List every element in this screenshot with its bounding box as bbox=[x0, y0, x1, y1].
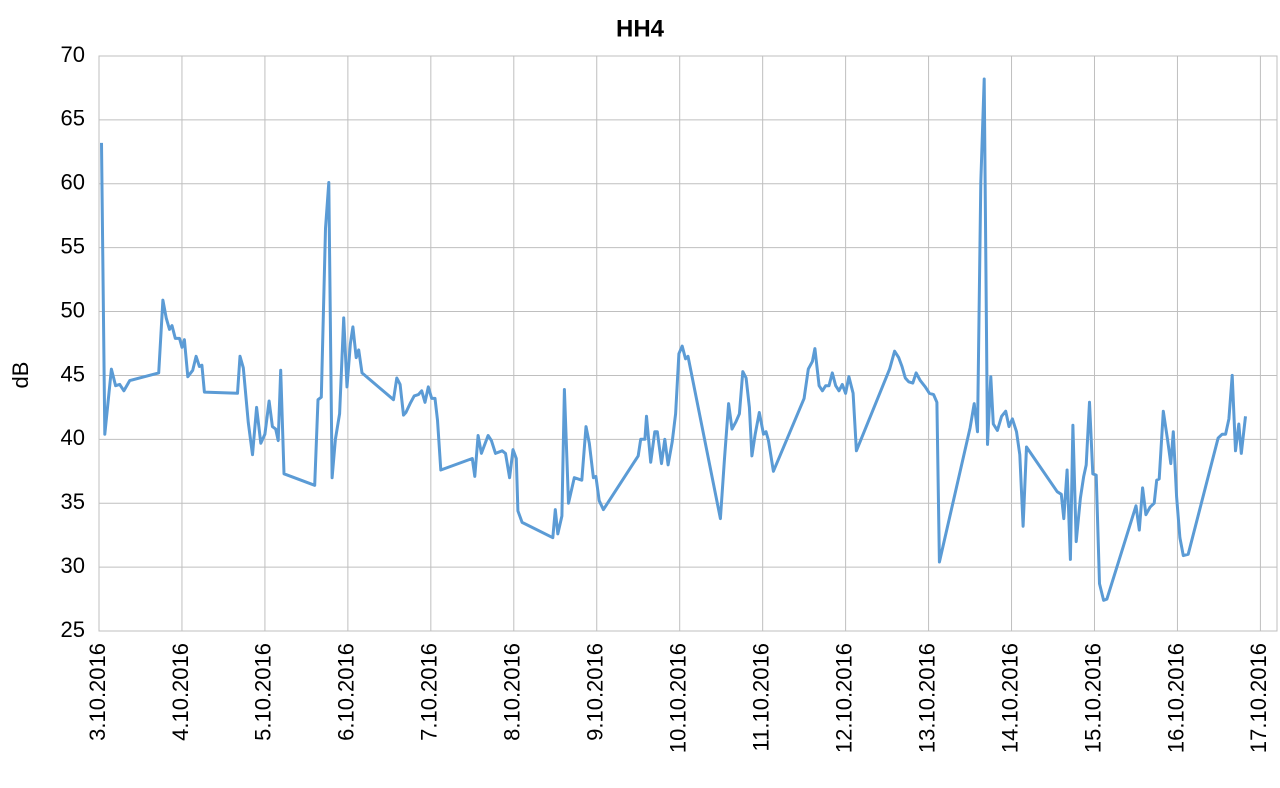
x-tick-label: 9.10.2016 bbox=[583, 643, 608, 741]
x-tick-label: 4.10.2016 bbox=[168, 643, 193, 741]
x-tick-label: 12.10.2016 bbox=[831, 643, 856, 753]
x-tick-label: 6.10.2016 bbox=[334, 643, 359, 741]
y-tick-label: 35 bbox=[61, 489, 85, 514]
y-tick-label: 70 bbox=[61, 42, 85, 67]
x-tick-label: 13.10.2016 bbox=[914, 643, 939, 753]
x-tick-label: 10.10.2016 bbox=[666, 643, 691, 753]
x-tick-label: 15.10.2016 bbox=[1080, 643, 1105, 753]
y-tick-label: 40 bbox=[61, 425, 85, 450]
x-tick-label: 17.10.2016 bbox=[1246, 643, 1271, 753]
y-tick-label: 60 bbox=[61, 170, 85, 195]
data-line bbox=[100, 77, 1247, 602]
plot-border bbox=[98, 55, 1278, 632]
x-tick-label: 3.10.2016 bbox=[85, 643, 110, 741]
x-tick-label: 16.10.2016 bbox=[1163, 643, 1188, 753]
y-tick-label: 50 bbox=[61, 297, 85, 322]
x-tick-label: 5.10.2016 bbox=[251, 643, 276, 741]
y-tick-label: 45 bbox=[61, 361, 85, 386]
x-tick-label: 14.10.2016 bbox=[997, 643, 1022, 753]
y-tick-label: 25 bbox=[61, 617, 85, 642]
chart-title: HH4 bbox=[616, 15, 665, 42]
x-tick-label: 7.10.2016 bbox=[417, 643, 442, 741]
y-axis-label: dB bbox=[8, 362, 33, 389]
x-tick-label: 11.10.2016 bbox=[748, 643, 773, 751]
y-tick-label: 55 bbox=[61, 233, 85, 258]
y-tick-label: 30 bbox=[61, 553, 85, 578]
x-tick-label: 8.10.2016 bbox=[500, 643, 525, 741]
y-tick-label: 65 bbox=[61, 106, 85, 131]
